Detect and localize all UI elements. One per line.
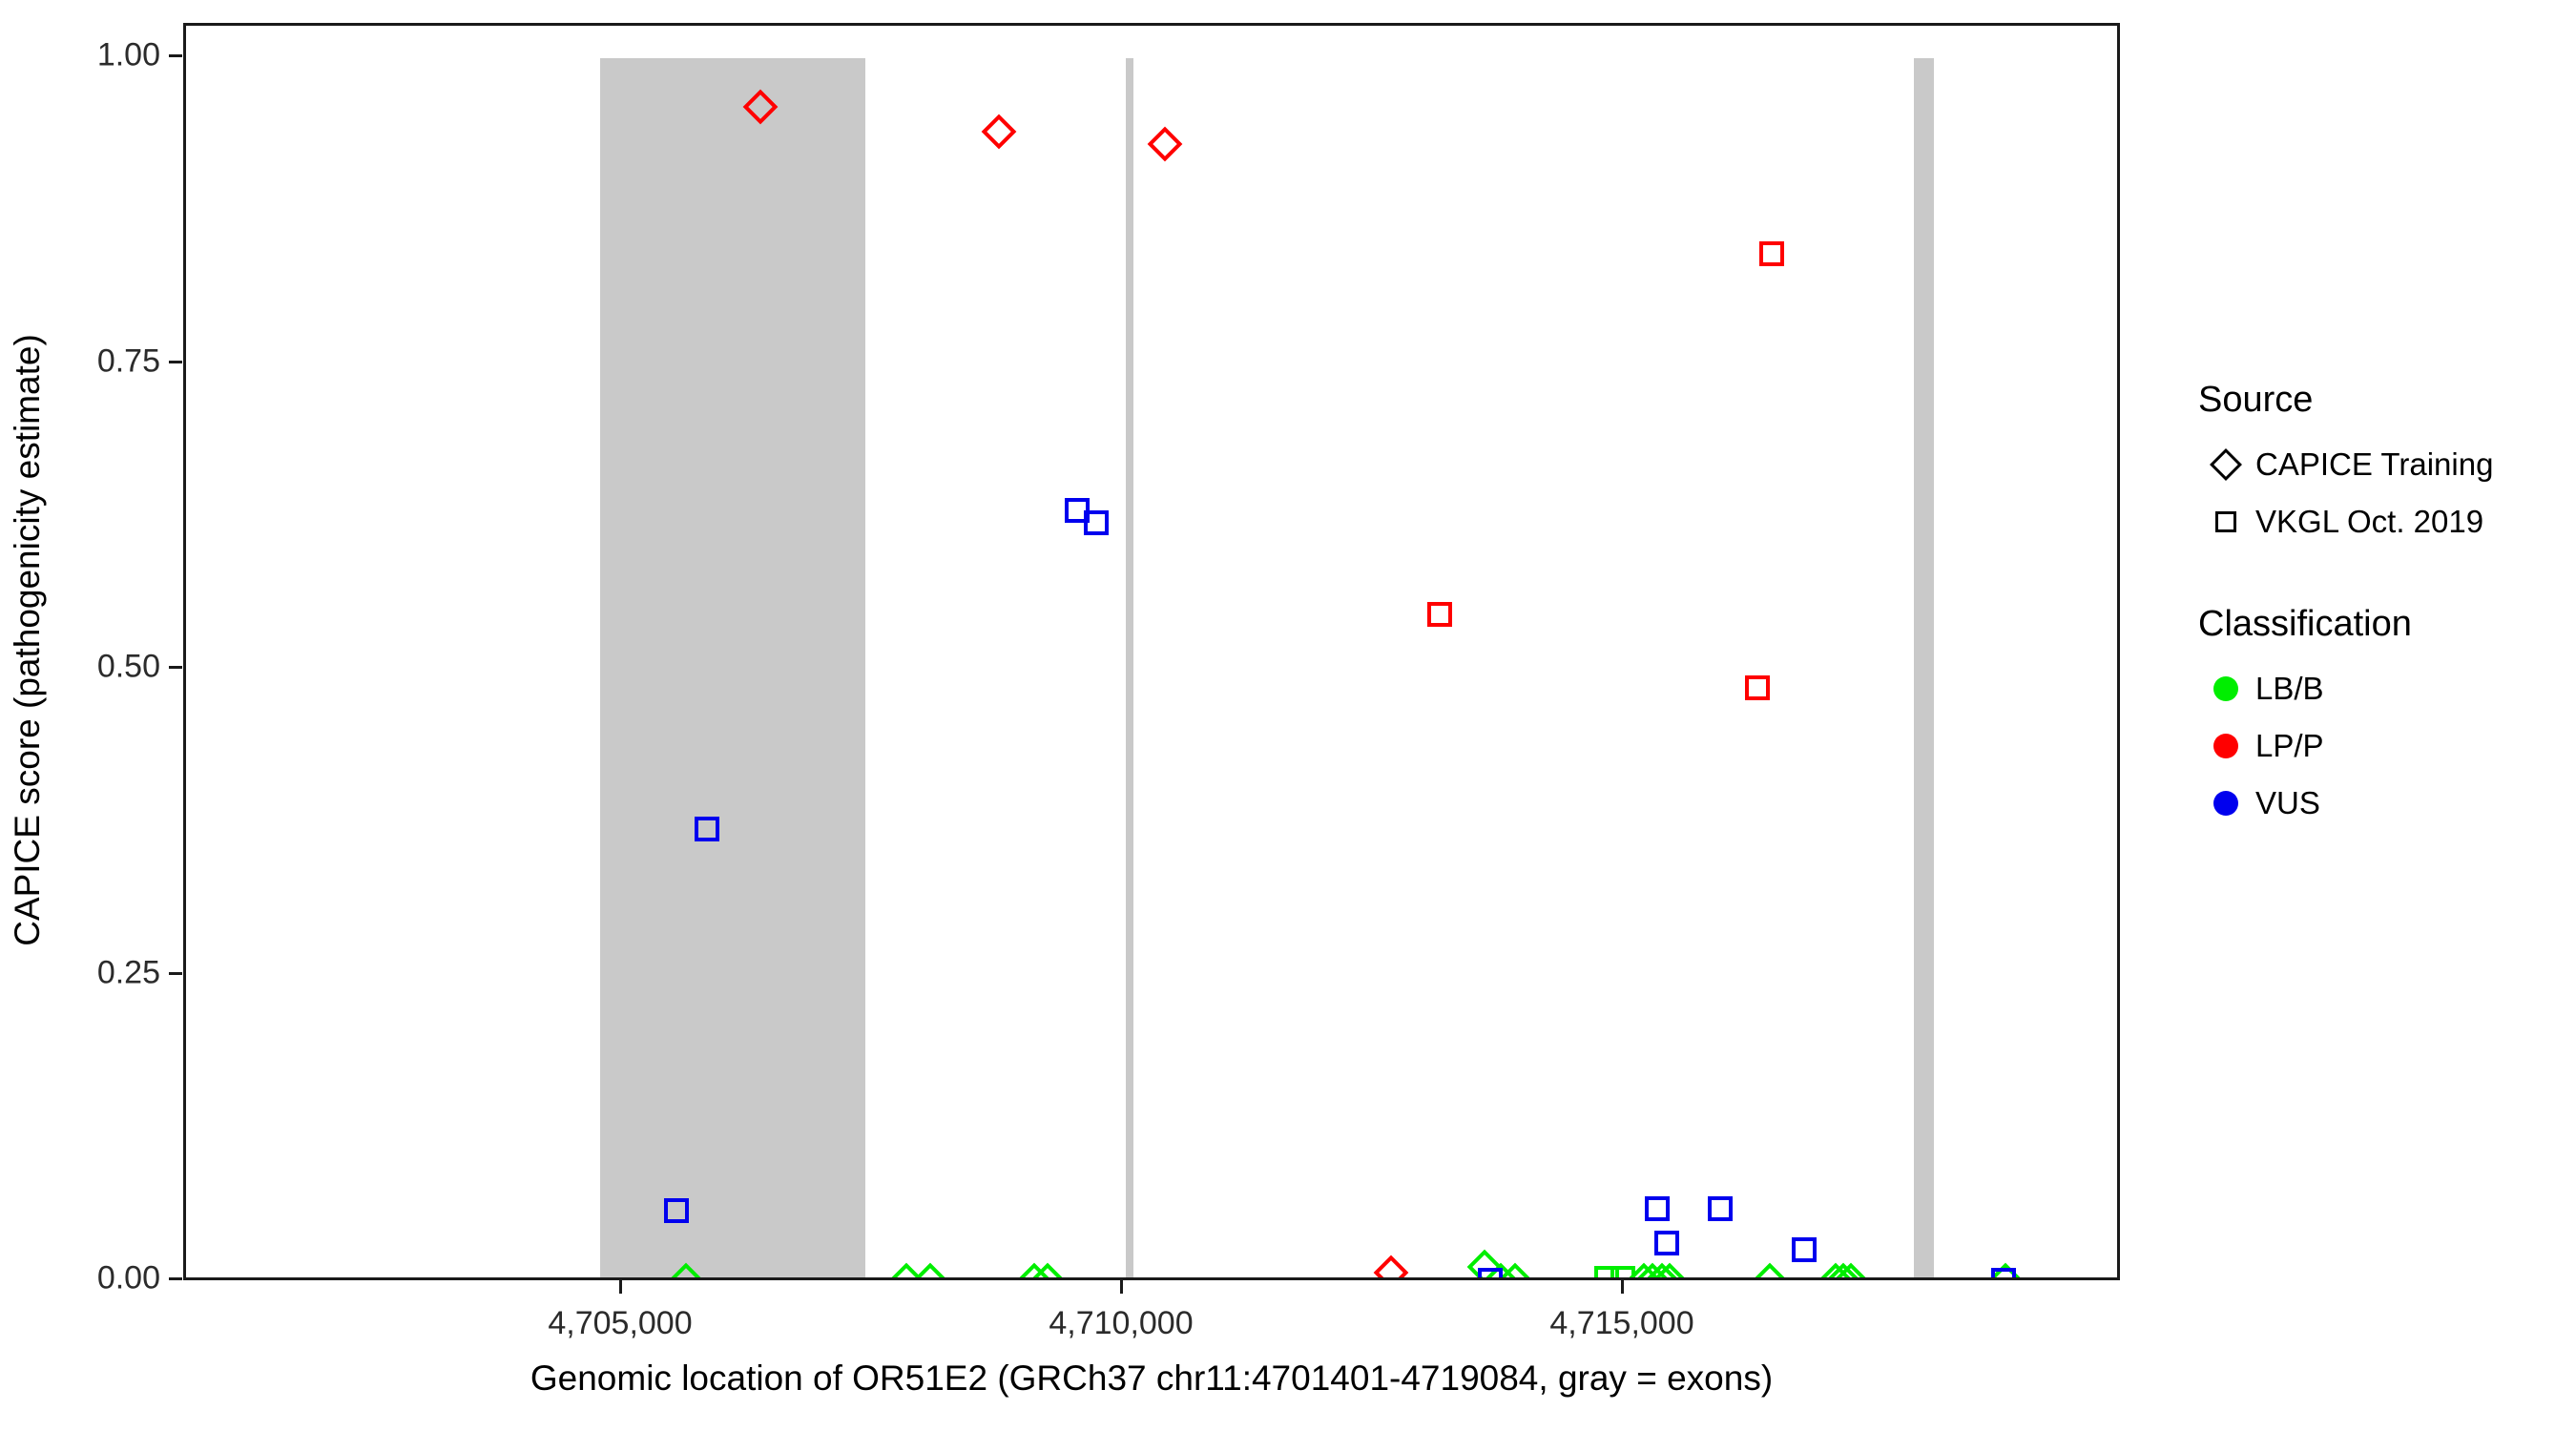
data-point-square[interactable] bbox=[1426, 602, 1452, 628]
plot-panel bbox=[183, 23, 2120, 1280]
data-point-square[interactable] bbox=[1759, 241, 1785, 267]
data-point-diamond[interactable] bbox=[668, 1262, 704, 1277]
data-point-diamond[interactable] bbox=[1373, 1255, 1409, 1277]
data-point-square[interactable] bbox=[1990, 1267, 2016, 1277]
x-axis-label: Genomic location of OR51E2 (GRCh37 chr11… bbox=[530, 1358, 1774, 1398]
legend-label-lpp: LP/P bbox=[2255, 728, 2324, 763]
x-tick-mark bbox=[1621, 1280, 1624, 1294]
y-tick-label: 0.75 bbox=[96, 342, 160, 379]
data-point-diamond[interactable] bbox=[912, 1262, 948, 1277]
y-tick-mark bbox=[169, 1277, 182, 1280]
y-axis-label: CAPICE score (pathogenicity estimate) bbox=[8, 334, 47, 946]
exon-band bbox=[600, 58, 866, 1277]
legend-spacer bbox=[2196, 550, 2568, 604]
data-point-square[interactable] bbox=[1644, 1196, 1670, 1222]
data-point-square[interactable] bbox=[1654, 1231, 1680, 1256]
data-point-square[interactable] bbox=[695, 816, 720, 841]
legend-item-capice-training[interactable]: CAPICE Training bbox=[2196, 436, 2568, 493]
legend-label-capice-training: CAPICE Training bbox=[2255, 446, 2494, 482]
y-tick-mark bbox=[169, 971, 182, 975]
x-tick-label: 4,710,000 bbox=[1049, 1305, 1194, 1341]
data-point-square[interactable] bbox=[1083, 510, 1109, 536]
y-axis-label-container: CAPICE score (pathogenicity estimate) bbox=[6, 0, 50, 1280]
legend-item-lbb[interactable]: LB/B bbox=[2196, 660, 2568, 717]
diamond-icon bbox=[2196, 436, 2255, 493]
y-tick-label: 0.50 bbox=[96, 648, 160, 685]
y-tick-mark bbox=[169, 360, 182, 363]
exon-band bbox=[1914, 58, 1934, 1277]
data-point-diamond[interactable] bbox=[1652, 1262, 1688, 1277]
legend-title-source: Source bbox=[2198, 380, 2314, 420]
y-tick-label: 0.25 bbox=[96, 954, 160, 990]
data-point-diamond[interactable] bbox=[1147, 126, 1182, 162]
data-point-square[interactable] bbox=[1478, 1267, 1504, 1277]
square-icon bbox=[2196, 493, 2255, 550]
data-point-square[interactable] bbox=[1594, 1266, 1620, 1277]
y-tick-mark bbox=[169, 54, 182, 57]
x-tick-mark bbox=[1120, 1280, 1123, 1294]
y-tick-label: 0.00 bbox=[96, 1259, 160, 1296]
data-point-square[interactable] bbox=[1744, 675, 1770, 701]
data-point-diamond[interactable] bbox=[742, 89, 779, 125]
legend-title-classification: Classification bbox=[2198, 604, 2412, 644]
circle-icon-lbb bbox=[2196, 660, 2255, 717]
data-point-diamond[interactable] bbox=[1497, 1262, 1532, 1277]
data-point-square[interactable] bbox=[663, 1197, 689, 1223]
circle-icon-vus bbox=[2196, 775, 2255, 832]
legend-label-vkgl: VKGL Oct. 2019 bbox=[2255, 504, 2484, 539]
data-point-square[interactable] bbox=[1610, 1266, 1635, 1277]
legend-label-vus: VUS bbox=[2255, 785, 2320, 820]
legend-label-lbb: LB/B bbox=[2255, 671, 2324, 706]
legend: Source CAPICE Training VKGL Oct. 2019 Cl… bbox=[2196, 380, 2568, 832]
data-point-diamond[interactable] bbox=[1029, 1262, 1066, 1277]
circle-icon-lpp bbox=[2196, 717, 2255, 775]
x-tick-mark bbox=[619, 1280, 622, 1294]
data-point-diamond[interactable] bbox=[1752, 1262, 1788, 1277]
y-tick-label: 1.00 bbox=[96, 36, 160, 73]
exon-band bbox=[1125, 58, 1133, 1277]
x-tick-label: 4,705,000 bbox=[548, 1305, 693, 1341]
plot-area bbox=[186, 26, 2117, 1277]
data-point-diamond[interactable] bbox=[1833, 1262, 1869, 1277]
legend-item-vus[interactable]: VUS bbox=[2196, 775, 2568, 832]
x-tick-label: 4,715,000 bbox=[1549, 1305, 1694, 1341]
data-point-square[interactable] bbox=[1791, 1236, 1817, 1262]
y-tick-mark bbox=[169, 666, 182, 669]
legend-item-lpp[interactable]: LP/P bbox=[2196, 717, 2568, 775]
data-point-diamond[interactable] bbox=[981, 114, 1017, 150]
data-point-square[interactable] bbox=[1707, 1196, 1733, 1222]
legend-item-vkgl[interactable]: VKGL Oct. 2019 bbox=[2196, 493, 2568, 550]
